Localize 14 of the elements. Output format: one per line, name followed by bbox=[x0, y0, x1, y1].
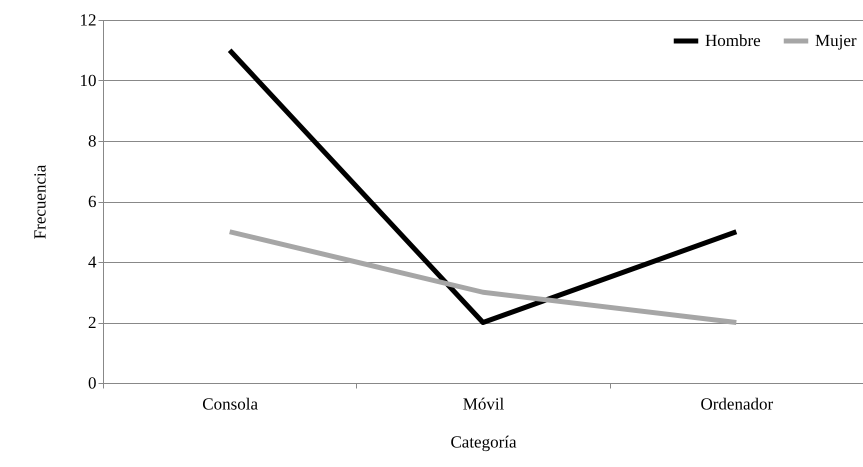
x-axis-title: Categoría bbox=[450, 432, 517, 452]
legend-label: Hombre bbox=[705, 31, 761, 50]
legend-label: Mujer bbox=[815, 31, 857, 50]
y-tick-label: 2 bbox=[88, 313, 96, 332]
y-tick-label: 6 bbox=[88, 192, 96, 211]
y-tick-label: 4 bbox=[88, 252, 97, 272]
y-tick-label: 12 bbox=[80, 10, 96, 30]
y-axis-title: Frecuencia bbox=[30, 164, 50, 240]
y-tick-label: 8 bbox=[88, 132, 96, 150]
y-tick-label: 10 bbox=[80, 71, 96, 90]
y-tick-label: 0 bbox=[88, 374, 96, 392]
x-tick-label: Consola bbox=[202, 394, 258, 414]
x-tick-label: Móvil bbox=[462, 394, 505, 414]
x-tick-label: Ordenador bbox=[700, 394, 774, 414]
